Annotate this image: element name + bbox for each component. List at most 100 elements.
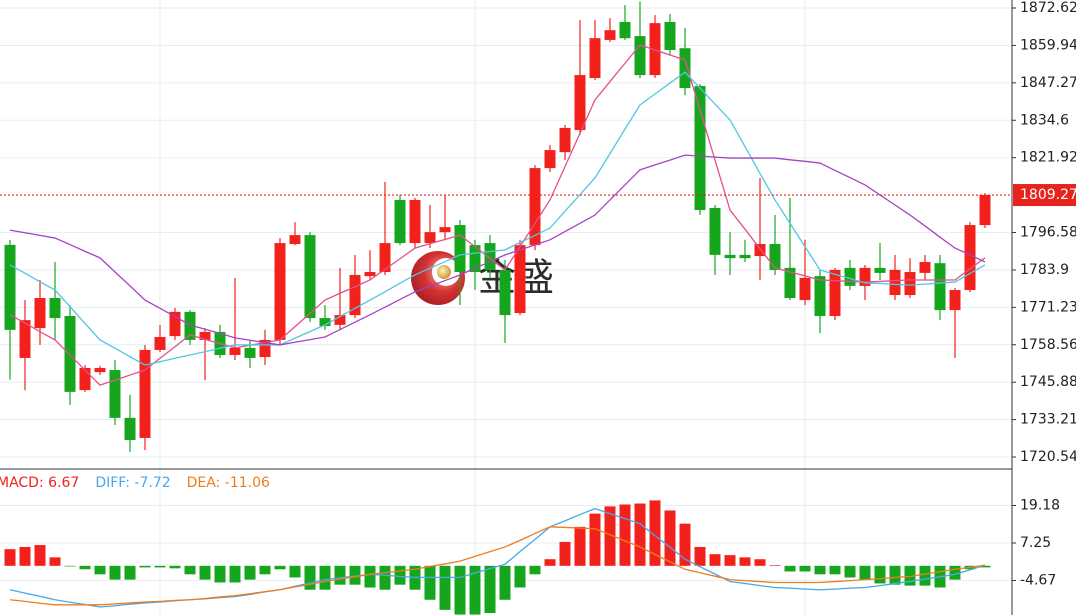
y-tick-label: -4.67 bbox=[1020, 573, 1056, 589]
macd-bar bbox=[94, 565, 106, 575]
candle-body bbox=[199, 331, 211, 340]
candle-body bbox=[769, 243, 781, 270]
candle-body bbox=[889, 269, 901, 296]
macd-bar bbox=[664, 510, 676, 566]
macd-bar bbox=[379, 565, 391, 590]
candle-body bbox=[709, 207, 721, 255]
candle-body bbox=[934, 263, 946, 311]
macd-bar bbox=[109, 565, 121, 580]
candle-body bbox=[589, 38, 601, 79]
macd-bar bbox=[34, 545, 46, 566]
y-tick-label: 1771.23 bbox=[1020, 299, 1076, 315]
macd-bar bbox=[244, 565, 256, 580]
macd-bar bbox=[439, 565, 451, 610]
y-axis-labels: 1872.62 1859.94 1847.27 1834.6 1821.92 1796.5… bbox=[1012, 0, 1076, 589]
candle-body bbox=[64, 316, 76, 392]
candle-body bbox=[754, 243, 766, 257]
macd-bar bbox=[289, 565, 301, 578]
candle-body bbox=[274, 243, 286, 340]
candle-body bbox=[94, 367, 106, 373]
candle-body bbox=[364, 272, 376, 277]
y-tick-label: 1796.58 bbox=[1020, 225, 1076, 241]
macd-bar bbox=[319, 565, 331, 590]
macd-bar bbox=[214, 565, 226, 583]
y-tick-label: 1783.9 bbox=[1020, 262, 1069, 278]
candle-body bbox=[4, 244, 16, 330]
macd-bar bbox=[829, 565, 841, 575]
macd-bar bbox=[229, 565, 241, 583]
candle-body bbox=[634, 36, 646, 76]
macd-bar bbox=[169, 565, 181, 569]
candle-body bbox=[124, 417, 136, 441]
macd-bar bbox=[649, 500, 661, 566]
macd-bar bbox=[679, 523, 691, 566]
macd-bar bbox=[124, 565, 136, 580]
candle-body bbox=[379, 243, 391, 273]
y-tick-label: 1733.21 bbox=[1020, 412, 1076, 428]
candle-body bbox=[919, 261, 931, 273]
macd-bar bbox=[889, 565, 901, 585]
candle-body bbox=[289, 235, 301, 244]
macd-bar bbox=[349, 565, 361, 585]
macd-bar bbox=[139, 565, 151, 568]
candle-body bbox=[244, 347, 256, 358]
macd-bar bbox=[724, 555, 736, 566]
macd-bar bbox=[769, 565, 781, 566]
candle-body bbox=[154, 336, 166, 350]
macd-bar bbox=[559, 541, 571, 566]
candle-body bbox=[559, 127, 571, 153]
macd-bar bbox=[544, 559, 556, 566]
macd-bar bbox=[859, 565, 871, 580]
candle-body bbox=[439, 227, 451, 233]
candle-body bbox=[349, 274, 361, 316]
candle-body bbox=[259, 339, 271, 358]
candle-body bbox=[904, 272, 916, 296]
macd-bar bbox=[754, 559, 766, 566]
candle-body bbox=[799, 277, 811, 301]
macd-bar bbox=[394, 565, 406, 585]
candle-body bbox=[409, 199, 421, 244]
candle-body bbox=[19, 320, 31, 358]
price-plot bbox=[0, 1, 1012, 452]
candle-body bbox=[79, 367, 91, 391]
last-price-box bbox=[1013, 184, 1076, 207]
macd-bar bbox=[604, 506, 616, 566]
macd-bar bbox=[484, 565, 496, 613]
macd-bar bbox=[529, 565, 541, 575]
candle-body bbox=[34, 297, 46, 329]
macd-line bbox=[9, 507, 986, 608]
candle-body bbox=[469, 245, 481, 273]
y-tick-label: 1821.92 bbox=[1020, 150, 1076, 166]
macd-bar bbox=[469, 565, 481, 615]
candle-body bbox=[844, 267, 856, 286]
logo-coin bbox=[437, 265, 451, 279]
macd-bar bbox=[784, 565, 796, 572]
candle-body bbox=[814, 276, 826, 317]
macd-plot bbox=[4, 500, 991, 615]
macd-bar bbox=[454, 565, 466, 615]
candle-body bbox=[694, 86, 706, 211]
last-price-label: 1809.27 bbox=[1020, 187, 1076, 203]
macd-bar bbox=[424, 565, 436, 600]
candle-body bbox=[319, 318, 331, 327]
candle-body bbox=[184, 311, 196, 340]
candle-body bbox=[169, 311, 181, 337]
candle-body bbox=[544, 150, 556, 169]
moving-average-line bbox=[9, 154, 986, 346]
candle-body bbox=[859, 267, 871, 286]
candle-body bbox=[514, 245, 526, 314]
y-tick-label: 7.25 bbox=[1020, 535, 1051, 551]
macd-bar bbox=[514, 565, 526, 588]
candle-body bbox=[499, 269, 511, 316]
y-tick-label: 1745.88 bbox=[1020, 374, 1076, 390]
candle-body bbox=[739, 254, 751, 259]
candle-body bbox=[304, 235, 316, 319]
candle-body bbox=[979, 194, 991, 226]
macd-bar bbox=[979, 565, 991, 568]
macd-bar bbox=[499, 565, 511, 600]
candle-body bbox=[664, 21, 676, 50]
macd-bar bbox=[919, 565, 931, 586]
candle-body bbox=[679, 48, 691, 89]
